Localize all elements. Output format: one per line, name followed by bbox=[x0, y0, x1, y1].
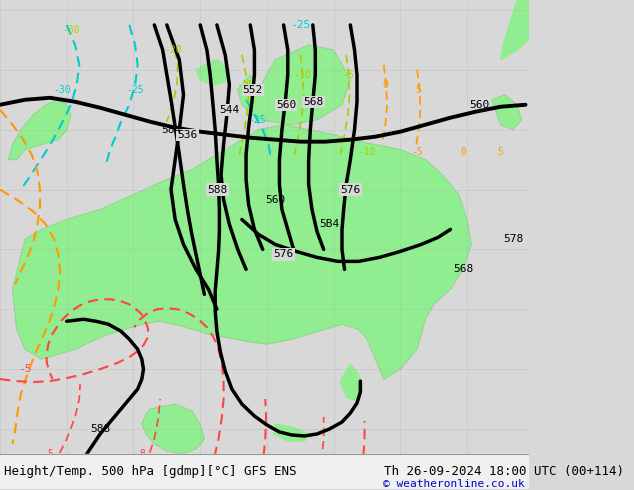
Text: Th 26-09-2024 18:00 UTC (00+114): Th 26-09-2024 18:00 UTC (00+114) bbox=[384, 466, 624, 478]
Polygon shape bbox=[13, 125, 471, 379]
Text: 588: 588 bbox=[90, 424, 110, 434]
Polygon shape bbox=[196, 60, 230, 85]
Bar bbox=[0, 25, 529, 454]
Text: -8: -8 bbox=[203, 454, 214, 464]
Text: 544: 544 bbox=[219, 105, 240, 115]
Text: -30: -30 bbox=[54, 85, 72, 95]
Text: 560: 560 bbox=[470, 100, 489, 110]
Text: © weatheronline.co.uk: © weatheronline.co.uk bbox=[383, 479, 525, 489]
Text: -8: -8 bbox=[134, 449, 146, 459]
Text: 552: 552 bbox=[243, 85, 263, 95]
Text: 588: 588 bbox=[207, 185, 228, 195]
Text: 0: 0 bbox=[382, 80, 388, 90]
Text: -30: -30 bbox=[62, 25, 80, 35]
Text: -15: -15 bbox=[236, 80, 254, 90]
Text: 576: 576 bbox=[340, 185, 361, 195]
Polygon shape bbox=[8, 100, 71, 160]
Text: 560: 560 bbox=[265, 195, 285, 204]
Polygon shape bbox=[274, 424, 309, 441]
Bar bbox=[0, 454, 529, 489]
Text: 560: 560 bbox=[276, 100, 296, 110]
Text: -20: -20 bbox=[165, 45, 183, 55]
Text: -25: -25 bbox=[126, 85, 144, 95]
Polygon shape bbox=[500, 0, 529, 60]
Polygon shape bbox=[238, 45, 351, 125]
Polygon shape bbox=[340, 364, 363, 401]
Text: 584: 584 bbox=[161, 124, 181, 135]
Text: -25: -25 bbox=[248, 115, 266, 125]
Text: -5: -5 bbox=[357, 469, 369, 479]
Text: -5: -5 bbox=[42, 449, 55, 459]
Text: -25: -25 bbox=[290, 20, 311, 30]
Text: -5: -5 bbox=[411, 147, 423, 157]
Polygon shape bbox=[142, 404, 204, 454]
Text: -10: -10 bbox=[293, 70, 311, 80]
Text: Height/Temp. 500 hPa [gdmp][°C] GFS ENS: Height/Temp. 500 hPa [gdmp][°C] GFS ENS bbox=[4, 466, 297, 478]
Text: 578: 578 bbox=[503, 234, 524, 245]
Text: -5: -5 bbox=[18, 364, 32, 374]
Text: -5: -5 bbox=[257, 464, 269, 474]
Text: 568: 568 bbox=[453, 265, 473, 274]
Text: 5B4: 5B4 bbox=[320, 220, 340, 229]
Polygon shape bbox=[492, 95, 521, 130]
Text: 568: 568 bbox=[304, 97, 324, 107]
Text: 576: 576 bbox=[273, 249, 294, 259]
Text: -10: -10 bbox=[358, 147, 376, 157]
Text: -5: -5 bbox=[316, 464, 326, 474]
Text: -5: -5 bbox=[342, 70, 354, 80]
Text: 5: 5 bbox=[416, 85, 422, 95]
Text: 536: 536 bbox=[178, 130, 198, 140]
Text: 5: 5 bbox=[498, 147, 503, 157]
Text: 0: 0 bbox=[460, 147, 466, 157]
